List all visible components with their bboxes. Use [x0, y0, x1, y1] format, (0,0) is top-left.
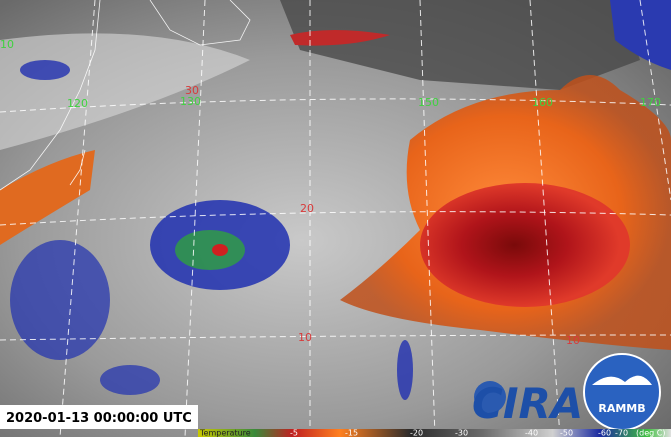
cira-text: CIRA: [472, 379, 583, 428]
colorbar-title: Temperature: [199, 429, 251, 437]
latitude-label: 10: [298, 331, 312, 344]
latitude-label: 10: [566, 334, 580, 347]
cluster: [20, 60, 70, 80]
latitude-line: [0, 98, 671, 113]
convective-clusters: [10, 60, 413, 400]
longitude-line: [639, 0, 671, 201]
cluster: [397, 340, 413, 400]
rammb-logo: RAMMB: [583, 353, 661, 431]
longitude-label: 120: [67, 97, 88, 110]
colorbar-label: -70: [615, 429, 628, 437]
rammb-text: RAMMB: [598, 402, 645, 415]
latitude-line: [0, 334, 671, 341]
longitude-label: 170: [640, 96, 661, 109]
timestamp-box: [0, 405, 198, 429]
coastline: [149, 0, 251, 46]
dry-air-region: [280, 0, 640, 90]
longitude-line: [59, 0, 96, 437]
colorbar-label: -30: [455, 429, 468, 437]
longitude-label: 150: [418, 96, 439, 109]
cluster: [100, 365, 160, 395]
colorbar: [198, 429, 671, 437]
longitude-label: 130: [180, 95, 201, 108]
globe-icon: [474, 381, 506, 413]
colorbar-label: -5: [290, 429, 298, 437]
cluster: [212, 244, 228, 256]
colorbar-label: -60: [598, 429, 611, 437]
longitude-label: 10: [0, 38, 14, 51]
warm-patch: [290, 30, 390, 46]
longitude-line: [184, 0, 206, 437]
cloud-icon: [592, 375, 652, 385]
cloud-band: [0, 33, 250, 151]
longitude-label: 160: [532, 96, 553, 109]
colorbar-label: -50: [560, 429, 573, 437]
cluster: [175, 230, 245, 270]
cluster: [10, 240, 110, 360]
colorbar-label: -15: [345, 429, 358, 437]
hot-core: [420, 183, 630, 307]
warm-strip: [0, 150, 95, 245]
colorbar-unit: (deg C): [636, 429, 665, 437]
colorbar-label: -20: [410, 429, 423, 437]
longitude-line: [419, 0, 436, 437]
cira-logo: CIRA: [472, 379, 583, 428]
latitude-label: 30: [185, 84, 199, 97]
coastline: [69, 149, 86, 186]
cold-cloud-patch: [610, 0, 671, 70]
colorbar-label: -40: [525, 429, 538, 437]
longitude-line: [529, 0, 561, 437]
latitude-label: 20: [300, 202, 314, 215]
latitude-line: [0, 211, 671, 226]
coastlines: [0, 0, 251, 191]
timestamp: 2020-01-13 00:00:00 UTC: [6, 411, 192, 426]
coastline: [0, 0, 101, 191]
rammb-badge: [583, 353, 661, 431]
